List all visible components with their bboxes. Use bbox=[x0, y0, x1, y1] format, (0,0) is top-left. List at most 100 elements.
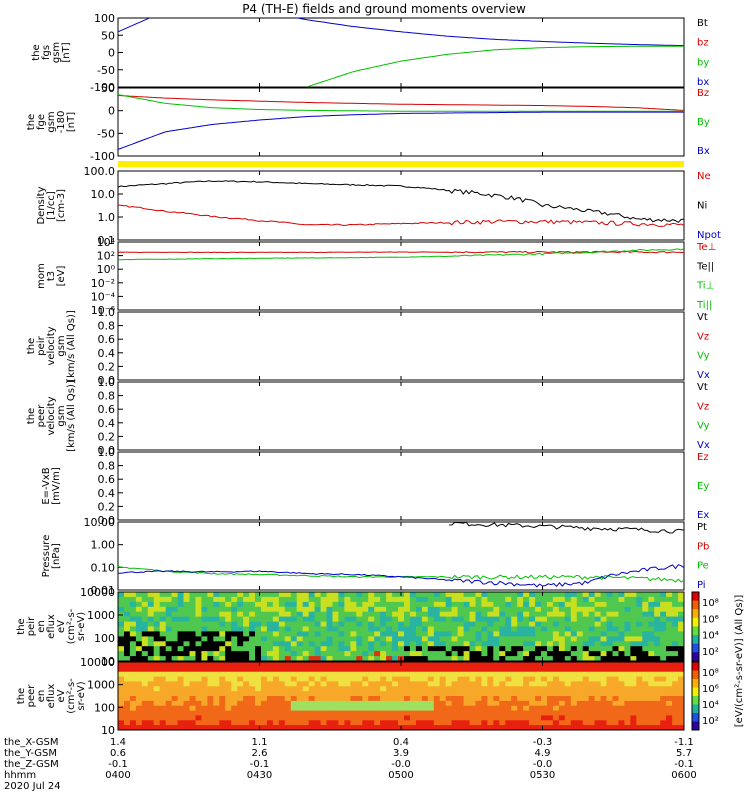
heatmap-cell bbox=[392, 681, 399, 687]
heatmap-cell bbox=[153, 691, 161, 697]
heatmap-cell bbox=[535, 621, 542, 628]
heatmap-cell bbox=[278, 606, 286, 613]
y-axis-label: [nT] bbox=[61, 42, 72, 62]
heatmap-cell bbox=[415, 710, 423, 717]
heatmap-cell bbox=[362, 715, 369, 721]
heatmap-cell bbox=[159, 681, 167, 687]
heatmap-cell bbox=[660, 631, 667, 637]
heatmap-cell bbox=[118, 621, 125, 628]
heatmap-cell bbox=[618, 681, 626, 687]
heatmap-cell bbox=[481, 710, 488, 717]
heatmap-cell bbox=[535, 596, 542, 603]
heatmap-cell bbox=[338, 601, 345, 608]
heatmap-cell bbox=[201, 671, 208, 678]
heatmap-cell bbox=[177, 715, 185, 721]
heatmap-cell bbox=[219, 671, 226, 678]
heatmap-cell bbox=[207, 681, 214, 687]
heatmap-cell bbox=[630, 700, 637, 707]
footer-row-label: the_X-GSM bbox=[4, 737, 58, 748]
heatmap-cell bbox=[147, 656, 155, 661]
heatmap-cell bbox=[177, 631, 185, 637]
heatmap-cell bbox=[499, 601, 506, 608]
heatmap-cell bbox=[511, 671, 518, 678]
heatmap-cell bbox=[588, 616, 596, 623]
heatmap-cell bbox=[344, 720, 351, 726]
heatmap-cell bbox=[124, 616, 131, 623]
heatmap-cell bbox=[463, 646, 471, 652]
heatmap-cell bbox=[118, 636, 125, 642]
heatmap-cell bbox=[320, 671, 328, 678]
heatmap-cell bbox=[386, 691, 393, 697]
heatmap-cell bbox=[558, 606, 566, 613]
heatmap-cell bbox=[672, 611, 679, 618]
colorbar-tick-label: 10⁴ bbox=[702, 700, 719, 711]
heatmap-cell bbox=[439, 621, 447, 628]
heatmap-cell bbox=[165, 641, 173, 647]
heatmap-cell bbox=[338, 626, 345, 632]
heatmap-cell bbox=[600, 621, 608, 628]
heatmap-cell bbox=[266, 611, 274, 618]
footer-row-label: the_Z-GSM bbox=[4, 759, 59, 770]
heatmap-cell bbox=[386, 606, 393, 613]
heatmap-cell bbox=[612, 696, 620, 702]
heatmap-cell bbox=[487, 691, 494, 697]
heatmap-cell bbox=[249, 720, 256, 726]
heatmap-cell bbox=[183, 601, 191, 608]
heatmap-cell bbox=[654, 646, 661, 652]
heatmap-cell bbox=[386, 686, 393, 692]
heatmap-cell bbox=[147, 651, 155, 657]
heatmap-cell bbox=[529, 592, 536, 598]
heatmap-cell bbox=[457, 710, 465, 717]
heatmap-cell bbox=[433, 631, 441, 637]
heatmap-cell bbox=[624, 636, 631, 642]
heatmap-cell bbox=[457, 662, 465, 668]
heatmap-cell bbox=[648, 651, 655, 657]
heatmap-cell bbox=[201, 611, 208, 618]
heatmap-cell bbox=[624, 646, 631, 652]
heatmap-cell bbox=[588, 666, 596, 673]
heatmap-cell bbox=[493, 626, 500, 632]
colorbar-segment bbox=[692, 696, 699, 705]
heatmap-cell bbox=[278, 601, 286, 608]
heatmap-cell bbox=[511, 621, 518, 628]
heatmap-cell bbox=[392, 626, 399, 632]
heatmap-cell bbox=[404, 700, 411, 707]
heatmap-cell bbox=[278, 710, 286, 717]
heatmap-cell bbox=[660, 715, 667, 721]
heatmap-cell bbox=[612, 710, 620, 717]
heatmap-cell bbox=[523, 641, 530, 647]
heatmap-cell bbox=[338, 636, 345, 642]
heatmap-cell bbox=[588, 596, 596, 603]
heatmap-cell bbox=[237, 710, 244, 717]
heatmap-cell bbox=[284, 641, 292, 647]
heatmap-cell bbox=[249, 596, 256, 603]
heatmap-cell bbox=[404, 592, 411, 598]
heatmap-cell bbox=[505, 631, 512, 637]
heatmap-cell bbox=[272, 696, 280, 702]
heatmap-cell bbox=[594, 636, 602, 642]
heatmap-cell bbox=[243, 631, 250, 637]
heatmap-cell bbox=[225, 696, 232, 702]
heatmap-cell bbox=[332, 720, 340, 726]
heatmap-cell bbox=[487, 715, 494, 721]
heatmap-cell bbox=[445, 596, 453, 603]
heatmap-cell bbox=[272, 616, 280, 623]
heatmap-cell bbox=[481, 705, 488, 712]
heatmap-cell bbox=[278, 691, 286, 697]
heatmap-cell bbox=[129, 671, 137, 678]
heatmap-cell bbox=[678, 696, 684, 702]
heatmap-cell bbox=[171, 671, 179, 678]
heatmap-cell bbox=[243, 592, 250, 598]
heatmap-cell bbox=[421, 725, 429, 730]
heatmap-cell bbox=[213, 696, 220, 702]
heatmap-cell bbox=[290, 631, 298, 637]
heatmap-cell bbox=[118, 606, 125, 613]
heatmap-cell bbox=[284, 725, 292, 730]
heatmap-cell bbox=[469, 666, 477, 673]
heatmap-cell bbox=[290, 700, 298, 707]
heatmap-cell bbox=[421, 662, 429, 668]
heatmap-cell bbox=[141, 651, 149, 657]
y-axis-label: en bbox=[36, 620, 47, 633]
heatmap-cell bbox=[624, 606, 631, 613]
heatmap-cell bbox=[582, 686, 590, 692]
